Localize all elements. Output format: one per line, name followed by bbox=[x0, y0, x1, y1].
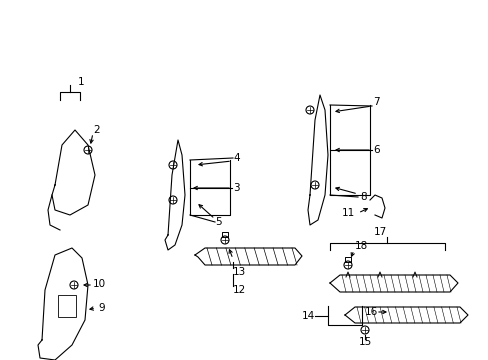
Text: 10: 10 bbox=[93, 279, 106, 289]
Text: 11: 11 bbox=[341, 208, 354, 218]
Text: 17: 17 bbox=[373, 227, 386, 237]
Text: 1: 1 bbox=[78, 77, 84, 87]
Text: 15: 15 bbox=[358, 337, 371, 347]
Text: 8: 8 bbox=[359, 192, 366, 202]
Text: 16: 16 bbox=[364, 307, 378, 317]
Bar bbox=[58, 295, 76, 317]
Text: 6: 6 bbox=[372, 145, 379, 155]
Text: 9: 9 bbox=[98, 303, 104, 313]
Text: 12: 12 bbox=[232, 285, 246, 295]
Text: 5: 5 bbox=[215, 217, 221, 227]
Text: 14: 14 bbox=[301, 311, 314, 321]
Text: 13: 13 bbox=[232, 267, 246, 277]
Text: 2: 2 bbox=[93, 125, 100, 135]
Text: 4: 4 bbox=[232, 153, 239, 163]
Text: 3: 3 bbox=[232, 183, 239, 193]
Text: 18: 18 bbox=[354, 241, 367, 251]
Text: 7: 7 bbox=[372, 97, 379, 107]
